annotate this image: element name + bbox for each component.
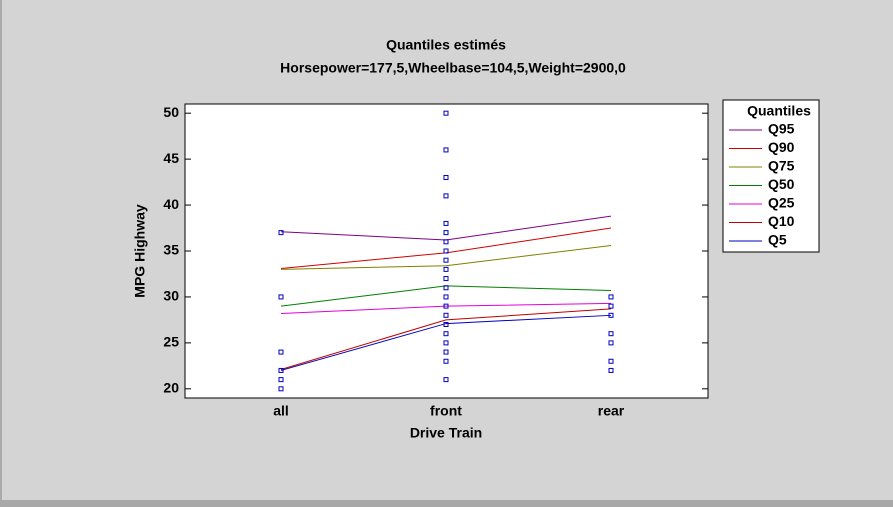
- chart-subtitle: Horsepower=177,5,Wheelbase=104,5,Weight=…: [280, 60, 626, 76]
- y-axis-label: MPG Highway: [132, 204, 148, 298]
- observation-point: [443, 349, 449, 355]
- legend-label: Q10: [768, 213, 795, 229]
- y-tick-label: 35: [163, 242, 179, 258]
- observation-point: [443, 147, 449, 153]
- observation-point: [443, 239, 449, 245]
- legend-label: Q5: [768, 232, 787, 248]
- y-tick-label: 30: [163, 288, 179, 304]
- window-bottom: [0, 500, 893, 507]
- observation-point: [443, 248, 449, 254]
- observation-point: [443, 276, 449, 282]
- legend-label: Q95: [768, 121, 795, 137]
- legend-title: Quantiles: [747, 103, 811, 119]
- observation-point: [443, 294, 449, 300]
- observation-point: [608, 331, 614, 337]
- y-tick-label: 45: [163, 150, 179, 166]
- observation-point: [443, 358, 449, 364]
- observation-point: [608, 303, 614, 309]
- observation-point: [443, 257, 449, 263]
- observation-point: [443, 266, 449, 272]
- observation-point: [443, 285, 449, 291]
- legend-label: Q75: [768, 158, 795, 174]
- y-tick-label: 50: [163, 104, 179, 120]
- observation-point: [278, 367, 284, 373]
- observation-point: [608, 340, 614, 346]
- observation-point: [278, 377, 284, 383]
- observation-point: [278, 349, 284, 355]
- x-tick-label: all: [273, 403, 289, 419]
- observation-point: [608, 312, 614, 318]
- legend-label: Q25: [768, 195, 795, 211]
- quantile-line: [280, 314, 612, 371]
- observation-point: [443, 377, 449, 383]
- observation-point: [608, 294, 614, 300]
- observation-point: [443, 175, 449, 180]
- observation-point: [278, 386, 284, 392]
- observation-point: [443, 303, 449, 309]
- x-tick-label: front: [430, 403, 462, 419]
- observation-point: [278, 230, 284, 236]
- observation-point: [278, 294, 284, 300]
- observation-point: [443, 193, 449, 199]
- legend-label: Q90: [768, 139, 795, 155]
- y-tick-label: 25: [163, 334, 179, 350]
- y-tick-label: 20: [163, 380, 179, 396]
- plot-area: [184, 103, 709, 399]
- observation-point: [443, 230, 449, 236]
- observation-point: [443, 312, 449, 318]
- x-tick-label: rear: [598, 403, 625, 419]
- observation-point: [443, 110, 449, 116]
- y-tick-label: 40: [163, 196, 179, 212]
- observation-point: [443, 220, 449, 226]
- observation-point: [608, 367, 614, 373]
- chart-title: Quantiles estimés: [386, 37, 506, 53]
- legend-label: Q50: [768, 176, 795, 192]
- quantile-line: [280, 308, 612, 370]
- quantile-line: [280, 302, 612, 314]
- observation-point: [443, 322, 449, 327]
- observation-point: [608, 358, 614, 364]
- x-axis-label: Drive Train: [410, 425, 482, 441]
- observation-point: [443, 340, 449, 346]
- legend-box: [722, 99, 820, 253]
- observation-point: [443, 331, 449, 337]
- quantile-line: [280, 244, 612, 270]
